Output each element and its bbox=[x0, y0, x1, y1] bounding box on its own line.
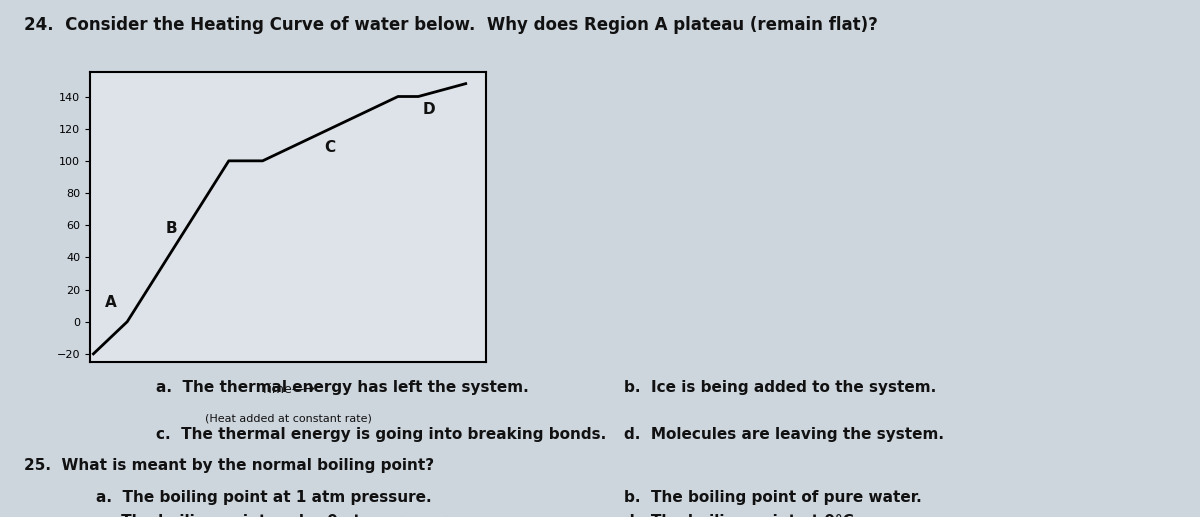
Text: c.  The boiling point under 0 atm pressure: c. The boiling point under 0 atm pressur… bbox=[96, 514, 457, 517]
Text: B: B bbox=[166, 221, 178, 236]
Text: Time—→: Time—→ bbox=[262, 383, 314, 396]
Text: 24.  Consider the Heating Curve of water below.  Why does Region A plateau (rema: 24. Consider the Heating Curve of water … bbox=[24, 16, 878, 34]
Text: c.  The thermal energy is going into breaking bonds.: c. The thermal energy is going into brea… bbox=[156, 427, 606, 442]
Text: 25.  What is meant by the normal boiling point?: 25. What is meant by the normal boiling … bbox=[24, 458, 434, 473]
Text: b.  The boiling point of pure water.: b. The boiling point of pure water. bbox=[624, 490, 922, 505]
Text: a.  The thermal energy has left the system.: a. The thermal energy has left the syste… bbox=[156, 380, 529, 395]
Text: C: C bbox=[325, 141, 336, 156]
Text: d.  The boiling point at 0°C.: d. The boiling point at 0°C. bbox=[624, 514, 859, 517]
Text: b.  Ice is being added to the system.: b. Ice is being added to the system. bbox=[624, 380, 936, 395]
Text: D: D bbox=[422, 102, 434, 117]
Text: a.  The boiling point at 1 atm pressure.: a. The boiling point at 1 atm pressure. bbox=[96, 490, 432, 505]
Text: (Heat added at constant rate): (Heat added at constant rate) bbox=[204, 414, 372, 423]
Text: A: A bbox=[104, 295, 116, 310]
Text: d.  Molecules are leaving the system.: d. Molecules are leaving the system. bbox=[624, 427, 944, 442]
